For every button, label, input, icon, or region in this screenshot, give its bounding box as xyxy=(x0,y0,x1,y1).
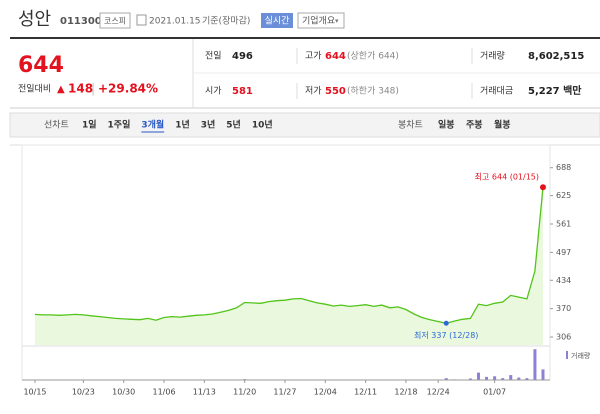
stock-code: 011300 xyxy=(60,16,102,27)
stat-value: 496 xyxy=(232,51,253,62)
stat-label: 전일 xyxy=(205,51,222,62)
stat-value: 5,227 백만 xyxy=(528,84,582,97)
low-marker xyxy=(444,321,449,326)
stat-value: 644 xyxy=(325,51,346,62)
tab-label: 선차트 xyxy=(44,119,69,131)
volume-bar xyxy=(533,349,536,380)
x-tick-label: 12/18 xyxy=(394,388,417,397)
top-rule xyxy=(10,37,600,39)
low-label: 최저 337 (12/28) xyxy=(414,330,478,340)
separator: | xyxy=(91,82,95,96)
candle-tab[interactable]: 월봉 xyxy=(494,119,511,131)
market: 코스피 xyxy=(104,17,126,26)
candle-tab[interactable]: 일봉 xyxy=(438,119,455,131)
x-tick-label: 11/27 xyxy=(273,388,296,397)
x-tick-label: 12/11 xyxy=(354,388,377,397)
x-tick-label: 10/23 xyxy=(72,388,95,397)
tab-label: 봉차트 xyxy=(398,119,423,131)
change-label: 전일대비 xyxy=(18,84,51,95)
volume-label: 거래량 xyxy=(571,351,591,360)
x-tick-label: 01/07 xyxy=(483,388,506,397)
stat-value: 550 xyxy=(325,86,346,97)
stat-label: 거래량 xyxy=(480,50,505,62)
y-tick-label: 370 xyxy=(556,304,571,313)
period-tab[interactable]: 10년 xyxy=(252,119,273,131)
stat-note: (하한가 348) xyxy=(347,86,399,97)
stat-label: 저가 xyxy=(305,86,322,97)
realtime[interactable]: 실시간 xyxy=(265,16,290,27)
volume-legend-swatch xyxy=(566,351,568,359)
x-tick-label: 10/15 xyxy=(23,388,46,397)
y-tick-label: 625 xyxy=(556,191,571,200)
x-tick-label: 12/04 xyxy=(314,388,337,397)
change: 148 xyxy=(68,82,93,96)
high-marker xyxy=(540,184,546,190)
y-tick-label: 497 xyxy=(556,248,571,257)
volume-bar xyxy=(509,375,512,380)
volume-bar xyxy=(493,376,496,380)
calendar-icon xyxy=(137,15,146,25)
stat-label: 고가 xyxy=(305,51,322,62)
overview[interactable]: 기업개요 xyxy=(302,16,335,27)
stock-name: 성안 xyxy=(18,9,51,30)
basis: 기준(장마감) xyxy=(202,15,250,27)
period-tab[interactable]: 1일 xyxy=(82,119,97,131)
period-tab[interactable]: 3개월 xyxy=(141,119,164,131)
price: 644 xyxy=(18,53,64,78)
up-arrow: ▲ xyxy=(57,84,65,95)
period-tab[interactable]: 3년 xyxy=(201,119,216,131)
stat-label: 거래대금 xyxy=(480,86,513,97)
period-tab[interactable]: 1년 xyxy=(175,119,190,131)
y-tick-label: 306 xyxy=(556,333,571,342)
stat-value: 8,602,515 xyxy=(528,51,584,62)
volume-bar xyxy=(542,369,545,380)
tab-bar xyxy=(10,113,600,137)
dropdown-arrow: ▾ xyxy=(335,17,339,25)
y-tick-label: 561 xyxy=(556,220,571,229)
volume-bar xyxy=(477,373,480,380)
period-tab[interactable]: 5년 xyxy=(226,119,241,131)
x-tick-label: 12/24 xyxy=(427,388,450,397)
stat-note: (상한가 644) xyxy=(347,51,399,62)
x-tick-label: 11/13 xyxy=(193,388,216,397)
change-pct: +29.84% xyxy=(98,82,158,96)
y-tick-label: 434 xyxy=(556,276,571,285)
y-tick-label: 688 xyxy=(556,163,571,172)
stat-value: 581 xyxy=(232,86,253,97)
x-tick-label: 11/06 xyxy=(152,388,175,397)
x-tick-label: 11/20 xyxy=(233,388,256,397)
period-tab[interactable]: 1주일 xyxy=(108,119,131,131)
high-label: 최고 644 (01/15) xyxy=(475,172,539,182)
date: 2021.01.15 xyxy=(149,17,201,27)
stat-label: 시가 xyxy=(205,86,222,97)
price-area xyxy=(35,187,543,345)
candle-tab[interactable]: 주봉 xyxy=(466,120,483,131)
x-tick-label: 10/30 xyxy=(112,388,135,397)
